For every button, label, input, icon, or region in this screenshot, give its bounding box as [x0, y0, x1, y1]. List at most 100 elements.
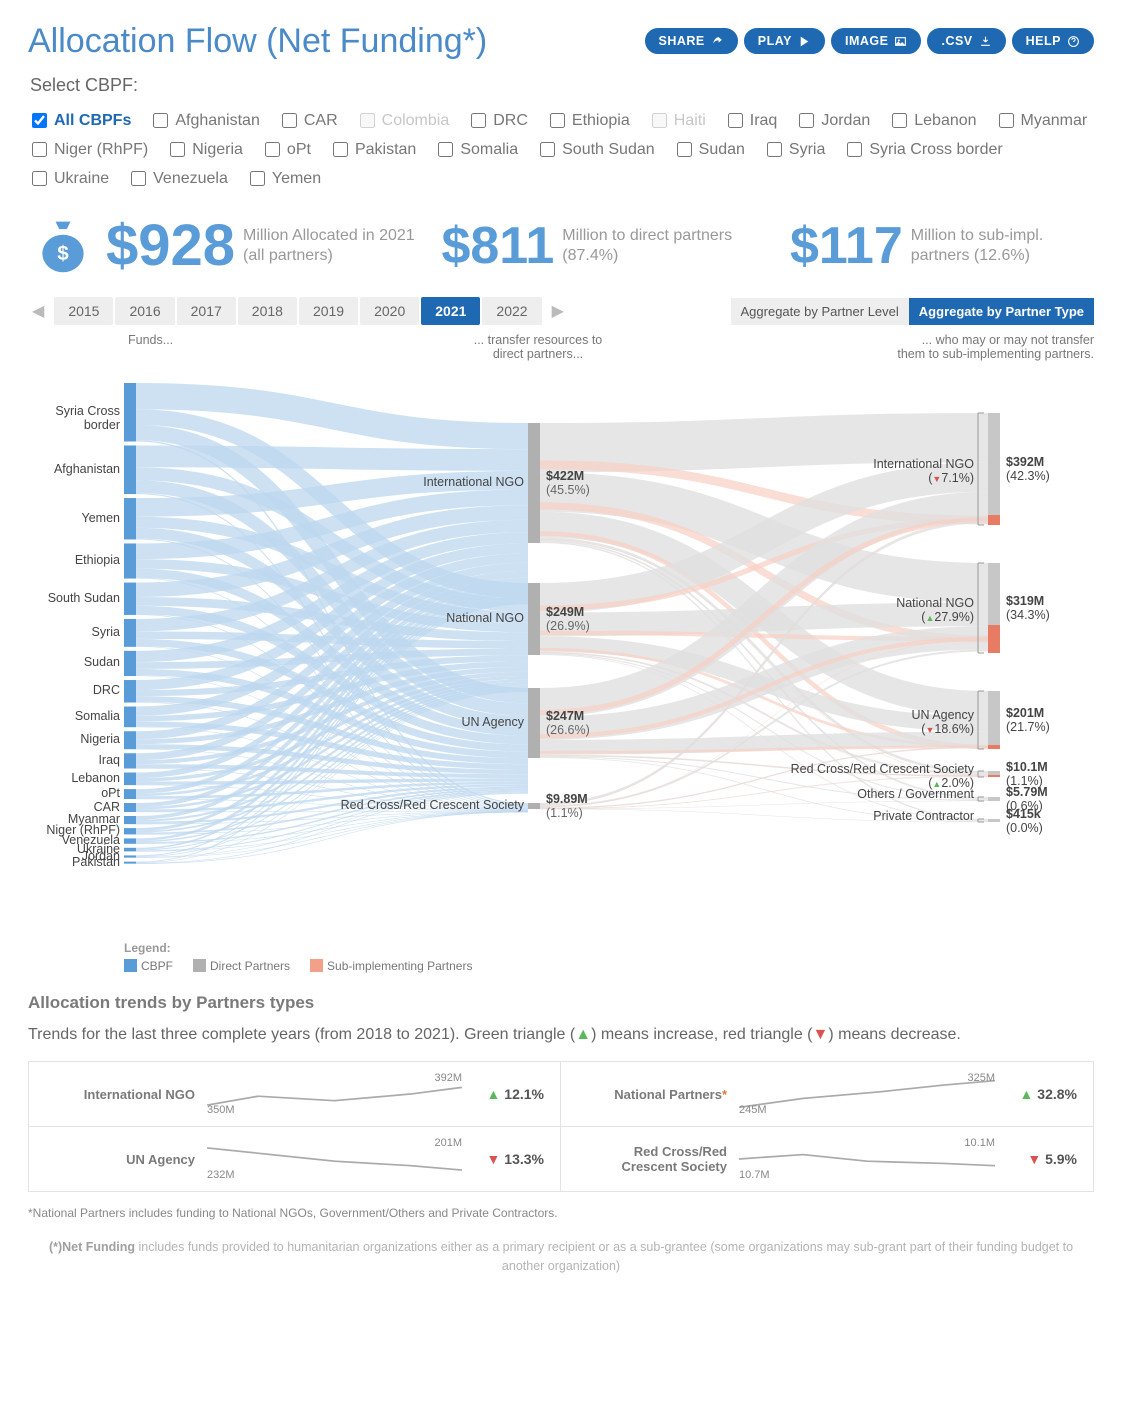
image-button[interactable]: IMAGE [831, 28, 921, 54]
cbpf-sudan[interactable]: Sudan [673, 139, 745, 160]
year-next-icon[interactable]: ▶ [548, 299, 568, 323]
mid-red-cross-red-crescent-society: Red Cross/Red Crescent Society [328, 798, 524, 812]
sankey-chart: Funds... ... transfer resources to direc… [28, 333, 1094, 973]
cbpf-ukraine[interactable]: Ukraine [28, 168, 109, 189]
fund-somalia: Somalia [28, 709, 120, 723]
trend-international-ngo: International NGO350M392M12.1% [29, 1062, 561, 1127]
trend-un-agency: UN Agency232M201M13.3% [29, 1127, 561, 1191]
cbpf-jordan[interactable]: Jordan [795, 110, 870, 131]
year-2016[interactable]: 2016 [115, 297, 174, 325]
cbpf-iraq[interactable]: Iraq [724, 110, 778, 131]
kpi-1-value: $928 [106, 217, 235, 275]
right-international-ngo: International NGO (7.1%) [768, 457, 974, 485]
select-label: Select CBPF: [30, 75, 1094, 96]
year-2018[interactable]: 2018 [238, 297, 297, 325]
cbpf-niger-rhpf-[interactable]: Niger (RhPF) [28, 139, 148, 160]
csv-icon [979, 35, 992, 48]
svg-text:$: $ [57, 242, 69, 265]
trends-grid: International NGO350M392M12.1%National P… [28, 1061, 1094, 1192]
cbpf-ethiopia[interactable]: Ethiopia [546, 110, 630, 131]
right-private-contractor: Private Contractor [768, 809, 974, 823]
cbpf-afghanistan[interactable]: Afghanistan [149, 110, 260, 131]
col-head-1: Funds... [128, 333, 173, 347]
trends-subtitle: Trends for the last three complete years… [28, 1023, 1094, 1047]
help-icon [1067, 35, 1080, 48]
trend-national-partners-: National Partners*245M325M32.8% [561, 1062, 1093, 1127]
fund-opt: oPt [28, 786, 120, 800]
net-funding-footer: (*)Net Funding includes funds provided t… [28, 1238, 1094, 1276]
page-title: Allocation Flow (Net Funding*) [28, 22, 487, 61]
mid-national-ngo: National NGO [328, 611, 524, 625]
mid-val-International NGO: $422M(45.5%) [546, 469, 590, 497]
cbpf-pakistan[interactable]: Pakistan [329, 139, 416, 160]
share-icon [711, 35, 724, 48]
csv-button[interactable]: .CSV [927, 28, 1005, 54]
cbpf-lebanon[interactable]: Lebanon [888, 110, 976, 131]
year-2015[interactable]: 2015 [54, 297, 113, 325]
year-2017[interactable]: 2017 [177, 297, 236, 325]
fund-nigeria: Nigeria [28, 732, 120, 746]
mid-un-agency: UN Agency [328, 715, 524, 729]
mid-val-UN Agency: $247M(26.6%) [546, 709, 590, 737]
kpi-3-value: $117 [790, 220, 903, 272]
mid-val-National NGO: $249M(26.9%) [546, 605, 590, 633]
cbpf-colombia: Colombia [356, 110, 450, 131]
trends-footnote: *National Partners includes funding to N… [28, 1206, 1094, 1220]
mid-international-ngo: International NGO [328, 475, 524, 489]
year-2022[interactable]: 2022 [482, 297, 541, 325]
cbpf-yemen[interactable]: Yemen [246, 168, 321, 189]
right-val-International NGO: $392M(42.3%) [1006, 455, 1050, 483]
sankey-legend: Legend: CBPFDirect PartnersSub-implement… [124, 941, 472, 973]
year-2019[interactable]: 2019 [299, 297, 358, 325]
year-2021[interactable]: 2021 [421, 297, 480, 325]
cbpf-venezuela[interactable]: Venezuela [127, 168, 228, 189]
cbpf-syria-cross-border[interactable]: Syria Cross border [843, 139, 1002, 160]
cbpf-south-sudan[interactable]: South Sudan [536, 139, 655, 160]
cbpf-haiti: Haiti [648, 110, 706, 131]
fund-lebanon: Lebanon [28, 771, 120, 785]
money-bag-icon: $ [28, 211, 98, 281]
trends-title: Allocation trends by Partners types [28, 993, 1094, 1013]
right-val-Private Contractor: $415k(0.0%) [1006, 807, 1043, 835]
kpi-2-value: $811 [441, 220, 554, 272]
trend-red-cross-red-crescent-society: Red Cross/Red Crescent Society10.7M10.1M… [561, 1127, 1093, 1191]
fund-sudan: Sudan [28, 655, 120, 669]
fund-pakistan: Pakistan [28, 855, 120, 869]
right-red-cross-red-crescent-society: Red Cross/Red Crescent Society (2.0%) [768, 762, 974, 790]
fund-afghanistan: Afghanistan [28, 462, 120, 476]
right-val-UN Agency: $201M(21.7%) [1006, 706, 1050, 734]
mid-val-Red Cross/Red Crescent Society: $9.89M(1.1%) [546, 792, 588, 820]
cbpf-opt[interactable]: oPt [261, 139, 311, 160]
right-national-ngo: National NGO (27.9%) [768, 596, 974, 624]
cbpf-syria[interactable]: Syria [763, 139, 825, 160]
image-icon [894, 35, 907, 48]
fund-ethiopia: Ethiopia [28, 553, 120, 567]
right-val-Red Cross/Red Crescent Society: $10.1M(1.1%) [1006, 760, 1048, 788]
right-val-National NGO: $319M(34.3%) [1006, 594, 1050, 622]
cbpf-drc[interactable]: DRC [467, 110, 528, 131]
fund-syria: Syria [28, 625, 120, 639]
cbpf-myanmar[interactable]: Myanmar [995, 110, 1088, 131]
fund-south-sudan: South Sudan [28, 591, 120, 605]
play-icon [798, 35, 811, 48]
fund-yemen: Yemen [28, 511, 120, 525]
fund-syria-cross-border: Syria Cross border [28, 404, 120, 432]
right-un-agency: UN Agency (18.6%) [768, 708, 974, 736]
cbpf-nigeria[interactable]: Nigeria [166, 139, 243, 160]
share-button[interactable]: SHARE [645, 28, 738, 54]
cbpf-somalia[interactable]: Somalia [434, 139, 518, 160]
year-2020[interactable]: 2020 [360, 297, 419, 325]
fund-drc: DRC [28, 683, 120, 697]
cbpf-car[interactable]: CAR [278, 110, 338, 131]
kpi-1-label: Million Allocated in 2021 (all partners) [243, 226, 425, 266]
aggregate-opt-1[interactable]: Aggregate by Partner Type [909, 298, 1094, 325]
play-button[interactable]: PLAY [744, 28, 825, 54]
kpi-3-label: Million to sub-impl. partners (12.6%) [911, 226, 1094, 266]
year-prev-icon[interactable]: ◀ [28, 299, 48, 323]
right-others-government: Others / Government [768, 787, 974, 801]
cbpf-all-cbpfs[interactable]: All CBPFs [28, 110, 131, 131]
kpi-2-label: Million to direct partners (87.4%) [562, 226, 745, 266]
fund-iraq: Iraq [28, 753, 120, 767]
aggregate-opt-0[interactable]: Aggregate by Partner Level [731, 298, 909, 325]
help-button[interactable]: HELP [1012, 28, 1094, 54]
